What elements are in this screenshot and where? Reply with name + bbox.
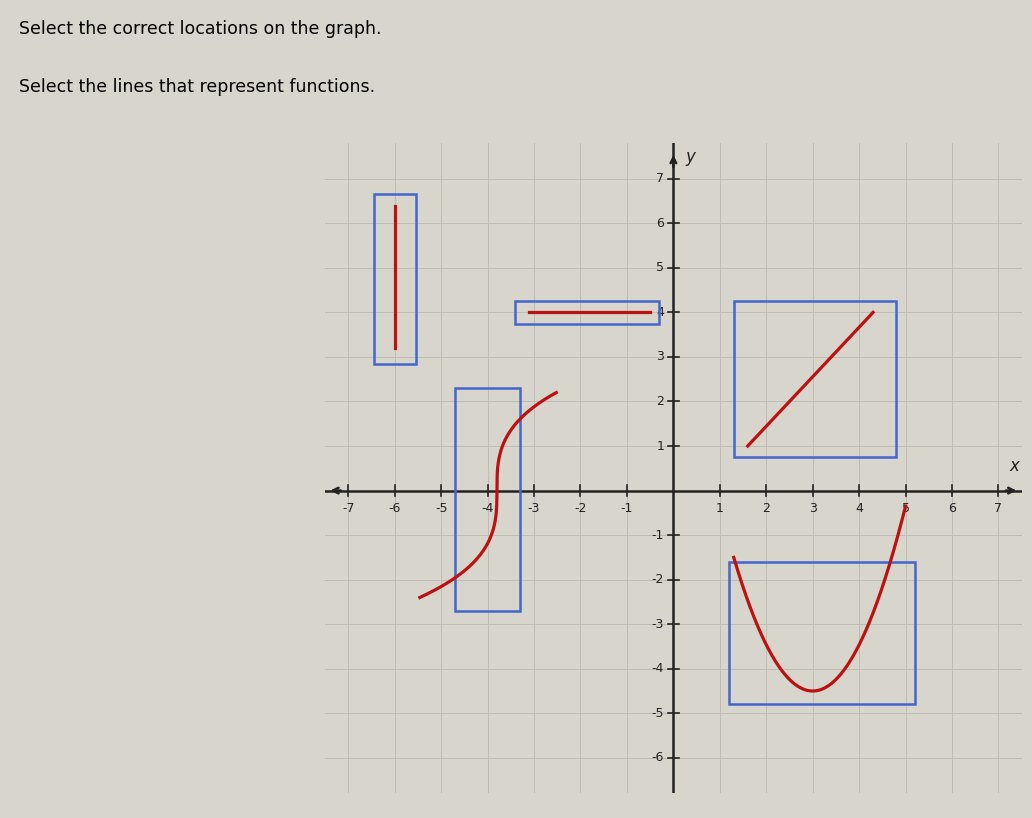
Text: -7: -7	[342, 501, 355, 515]
Text: -5: -5	[651, 707, 664, 720]
Text: -2: -2	[652, 573, 664, 587]
Text: 4: 4	[856, 501, 863, 515]
Text: 3: 3	[809, 501, 816, 515]
Bar	[374, 195, 416, 364]
Text: Select the lines that represent functions.: Select the lines that represent function…	[19, 78, 375, 96]
Text: -4: -4	[482, 501, 493, 515]
Text: 6: 6	[948, 501, 956, 515]
Bar	[455, 388, 520, 611]
Text: y: y	[685, 147, 695, 165]
Bar	[734, 301, 896, 457]
Text: 3: 3	[656, 350, 664, 363]
Text: -4: -4	[652, 663, 664, 675]
Text: -6: -6	[652, 751, 664, 764]
Text: 7: 7	[656, 173, 664, 186]
Text: -2: -2	[575, 501, 586, 515]
Text: 1: 1	[716, 501, 723, 515]
Text: -1: -1	[621, 501, 633, 515]
Text: 1: 1	[656, 439, 664, 452]
Text: -5: -5	[434, 501, 448, 515]
Text: 2: 2	[656, 395, 664, 408]
Text: 2: 2	[763, 501, 770, 515]
Text: -3: -3	[652, 618, 664, 631]
Text: 5: 5	[902, 501, 909, 515]
Text: 5: 5	[656, 262, 664, 274]
Bar	[729, 562, 914, 704]
Text: -6: -6	[389, 501, 400, 515]
Text: -1: -1	[652, 528, 664, 542]
Text: -3: -3	[528, 501, 540, 515]
Bar	[515, 301, 659, 324]
Text: 7: 7	[995, 501, 1002, 515]
Text: 4: 4	[656, 306, 664, 319]
Text: 6: 6	[656, 217, 664, 230]
Text: Select the correct locations on the graph.: Select the correct locations on the grap…	[19, 20, 381, 38]
Text: x: x	[1009, 457, 1020, 475]
